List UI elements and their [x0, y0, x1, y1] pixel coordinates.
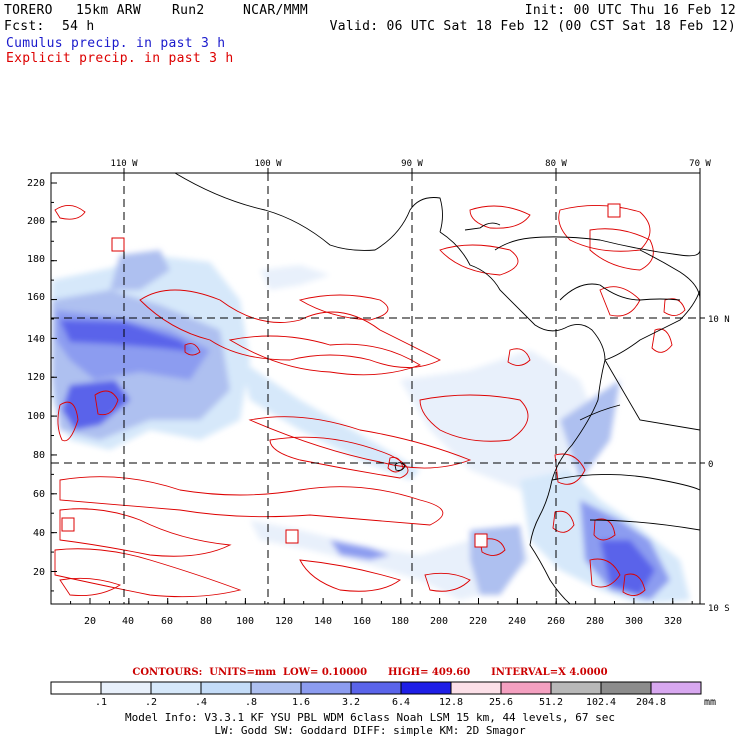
y-tick-label: 80 — [33, 450, 45, 461]
colorbar-swatch — [600, 681, 652, 695]
lat-label: 10 N — [708, 315, 730, 325]
x-tick-label: 160 — [353, 616, 371, 627]
colorbar-label: 25.6 — [489, 697, 513, 708]
colorbar-label: .2 — [145, 697, 157, 708]
contour-low: LOW= 0.10000 — [283, 667, 368, 678]
lon-label: 110 W — [110, 159, 138, 169]
model-info: Model Info: V3.3.1 KF YSU PBL WDM 6class… — [124, 711, 616, 724]
colorbar-label: 204.8 — [636, 697, 666, 708]
colorbar — [50, 681, 702, 695]
contour-high: HIGH= 409.60 — [387, 667, 471, 678]
colorbar-label: .4 — [195, 697, 207, 708]
lon-label: 90 W — [401, 159, 423, 169]
x-tick-label: 200 — [430, 616, 448, 627]
axis-ticks — [51, 168, 705, 605]
min-markers — [61, 203, 621, 548]
x-tick-label: 20 — [84, 616, 96, 627]
model-run: Run2 — [172, 3, 205, 18]
plot-frame — [50, 172, 701, 605]
x-tick-label: 220 — [469, 616, 487, 627]
colorbar-label: 6.4 — [392, 697, 410, 708]
y-tick-label: 40 — [33, 528, 45, 539]
cumulus-shading — [52, 250, 690, 604]
lat-labels: 10 N 0 10 S — [708, 315, 730, 614]
colorbar-swatch — [300, 681, 352, 695]
x-tick-label: 280 — [586, 616, 604, 627]
x-tick-label: 300 — [625, 616, 643, 627]
model-resolution: 15km ARW — [76, 3, 142, 18]
field-explicit-title: Explicit precip. in past 3 h — [6, 51, 234, 66]
colorbar-labels: .1 .2 .4 .8 1.6 3.2 6.4 12.8 25.6 51.2 1… — [95, 697, 716, 708]
colorbar-swatch — [400, 681, 452, 695]
lon-label: 100 W — [254, 159, 282, 169]
contour-label: CONTOURS: — [132, 667, 203, 678]
x-tick-label: 180 — [391, 616, 409, 627]
model-org: NCAR/MMM — [243, 3, 309, 18]
lat-label: 0 — [708, 460, 713, 470]
y-tick-label: 20 — [33, 567, 45, 578]
colorbar-label: .1 — [95, 697, 107, 708]
x-tick-label: 120 — [275, 616, 293, 627]
x-tick-label: 240 — [508, 616, 526, 627]
colorbar-swatch — [100, 681, 152, 695]
x-tick-label: 260 — [547, 616, 565, 627]
valid-time: Valid: 06 UTC Sat 18 Feb 12 (00 CST Sat … — [329, 19, 736, 34]
x-tick-label: 40 — [122, 616, 134, 627]
x-tick-labels: 20 40 60 80 100 120 140 160 180 200 220 … — [84, 616, 682, 627]
colorbar-swatch — [350, 681, 402, 695]
contour-units: UNITS=mm — [209, 667, 277, 678]
y-tick-label: 140 — [27, 334, 45, 345]
y-tick-label: 180 — [27, 254, 45, 265]
forecast-label: Fcst: — [4, 19, 45, 34]
lon-label: 80 W — [545, 159, 567, 169]
colorbar-swatch — [200, 681, 252, 695]
coastlines — [174, 173, 700, 604]
x-tick-label: 320 — [664, 616, 682, 627]
colorbar-swatch — [450, 681, 502, 695]
y-tick-label: 200 — [27, 216, 45, 227]
x-tick-label: 60 — [161, 616, 173, 627]
colorbar-swatch — [500, 681, 552, 695]
lon-labels: 110 W 100 W 90 W 80 W 70 W — [110, 159, 711, 169]
model-name: TORERO — [4, 3, 53, 18]
y-tick-labels: 220 200 180 160 140 120 100 80 60 40 20 — [27, 178, 45, 578]
x-tick-label: 140 — [314, 616, 332, 627]
colorbar-label: 1.6 — [292, 697, 310, 708]
contour-info: CONTOURS: UNITS=mm LOW= 0.10000 HIGH= 40… — [0, 667, 740, 678]
contour-interval: INTERVAL=X 4.0000 — [491, 667, 608, 678]
colorbar-swatch — [150, 681, 202, 695]
y-tick-label: 160 — [27, 292, 45, 303]
init-time: Init: 00 UTC Thu 16 Feb 12 — [524, 3, 736, 18]
colorbar-label: 102.4 — [586, 697, 616, 708]
lon-label: 70 W — [689, 159, 711, 169]
field-cumulus-title: Cumulus precip. in past 3 h — [6, 36, 226, 51]
x-tick-label: 100 — [236, 616, 254, 627]
lat-label: 10 S — [708, 604, 730, 614]
precip-field — [52, 173, 700, 604]
colorbar-swatch — [50, 681, 102, 695]
colorbar-swatch — [250, 681, 302, 695]
model-physics: LW: Godd SW: Goddard DIFF: simple KM: 2D… — [214, 724, 526, 737]
x-tick-label: 80 — [200, 616, 212, 627]
colorbar-swatch — [550, 681, 602, 695]
colorbar-label: 12.8 — [439, 697, 463, 708]
y-tick-label: 120 — [27, 372, 45, 383]
forecast-hour: 54 h — [62, 19, 95, 34]
colorbar-label: 51.2 — [539, 697, 563, 708]
colorbar-swatch — [650, 681, 702, 695]
y-tick-label: 100 — [27, 411, 45, 422]
colorbar-label: .8 — [245, 697, 257, 708]
y-tick-label: 60 — [33, 489, 45, 500]
y-tick-label: 220 — [27, 178, 45, 189]
colorbar-label: 3.2 — [342, 697, 360, 708]
colorbar-units: mm — [704, 697, 716, 708]
